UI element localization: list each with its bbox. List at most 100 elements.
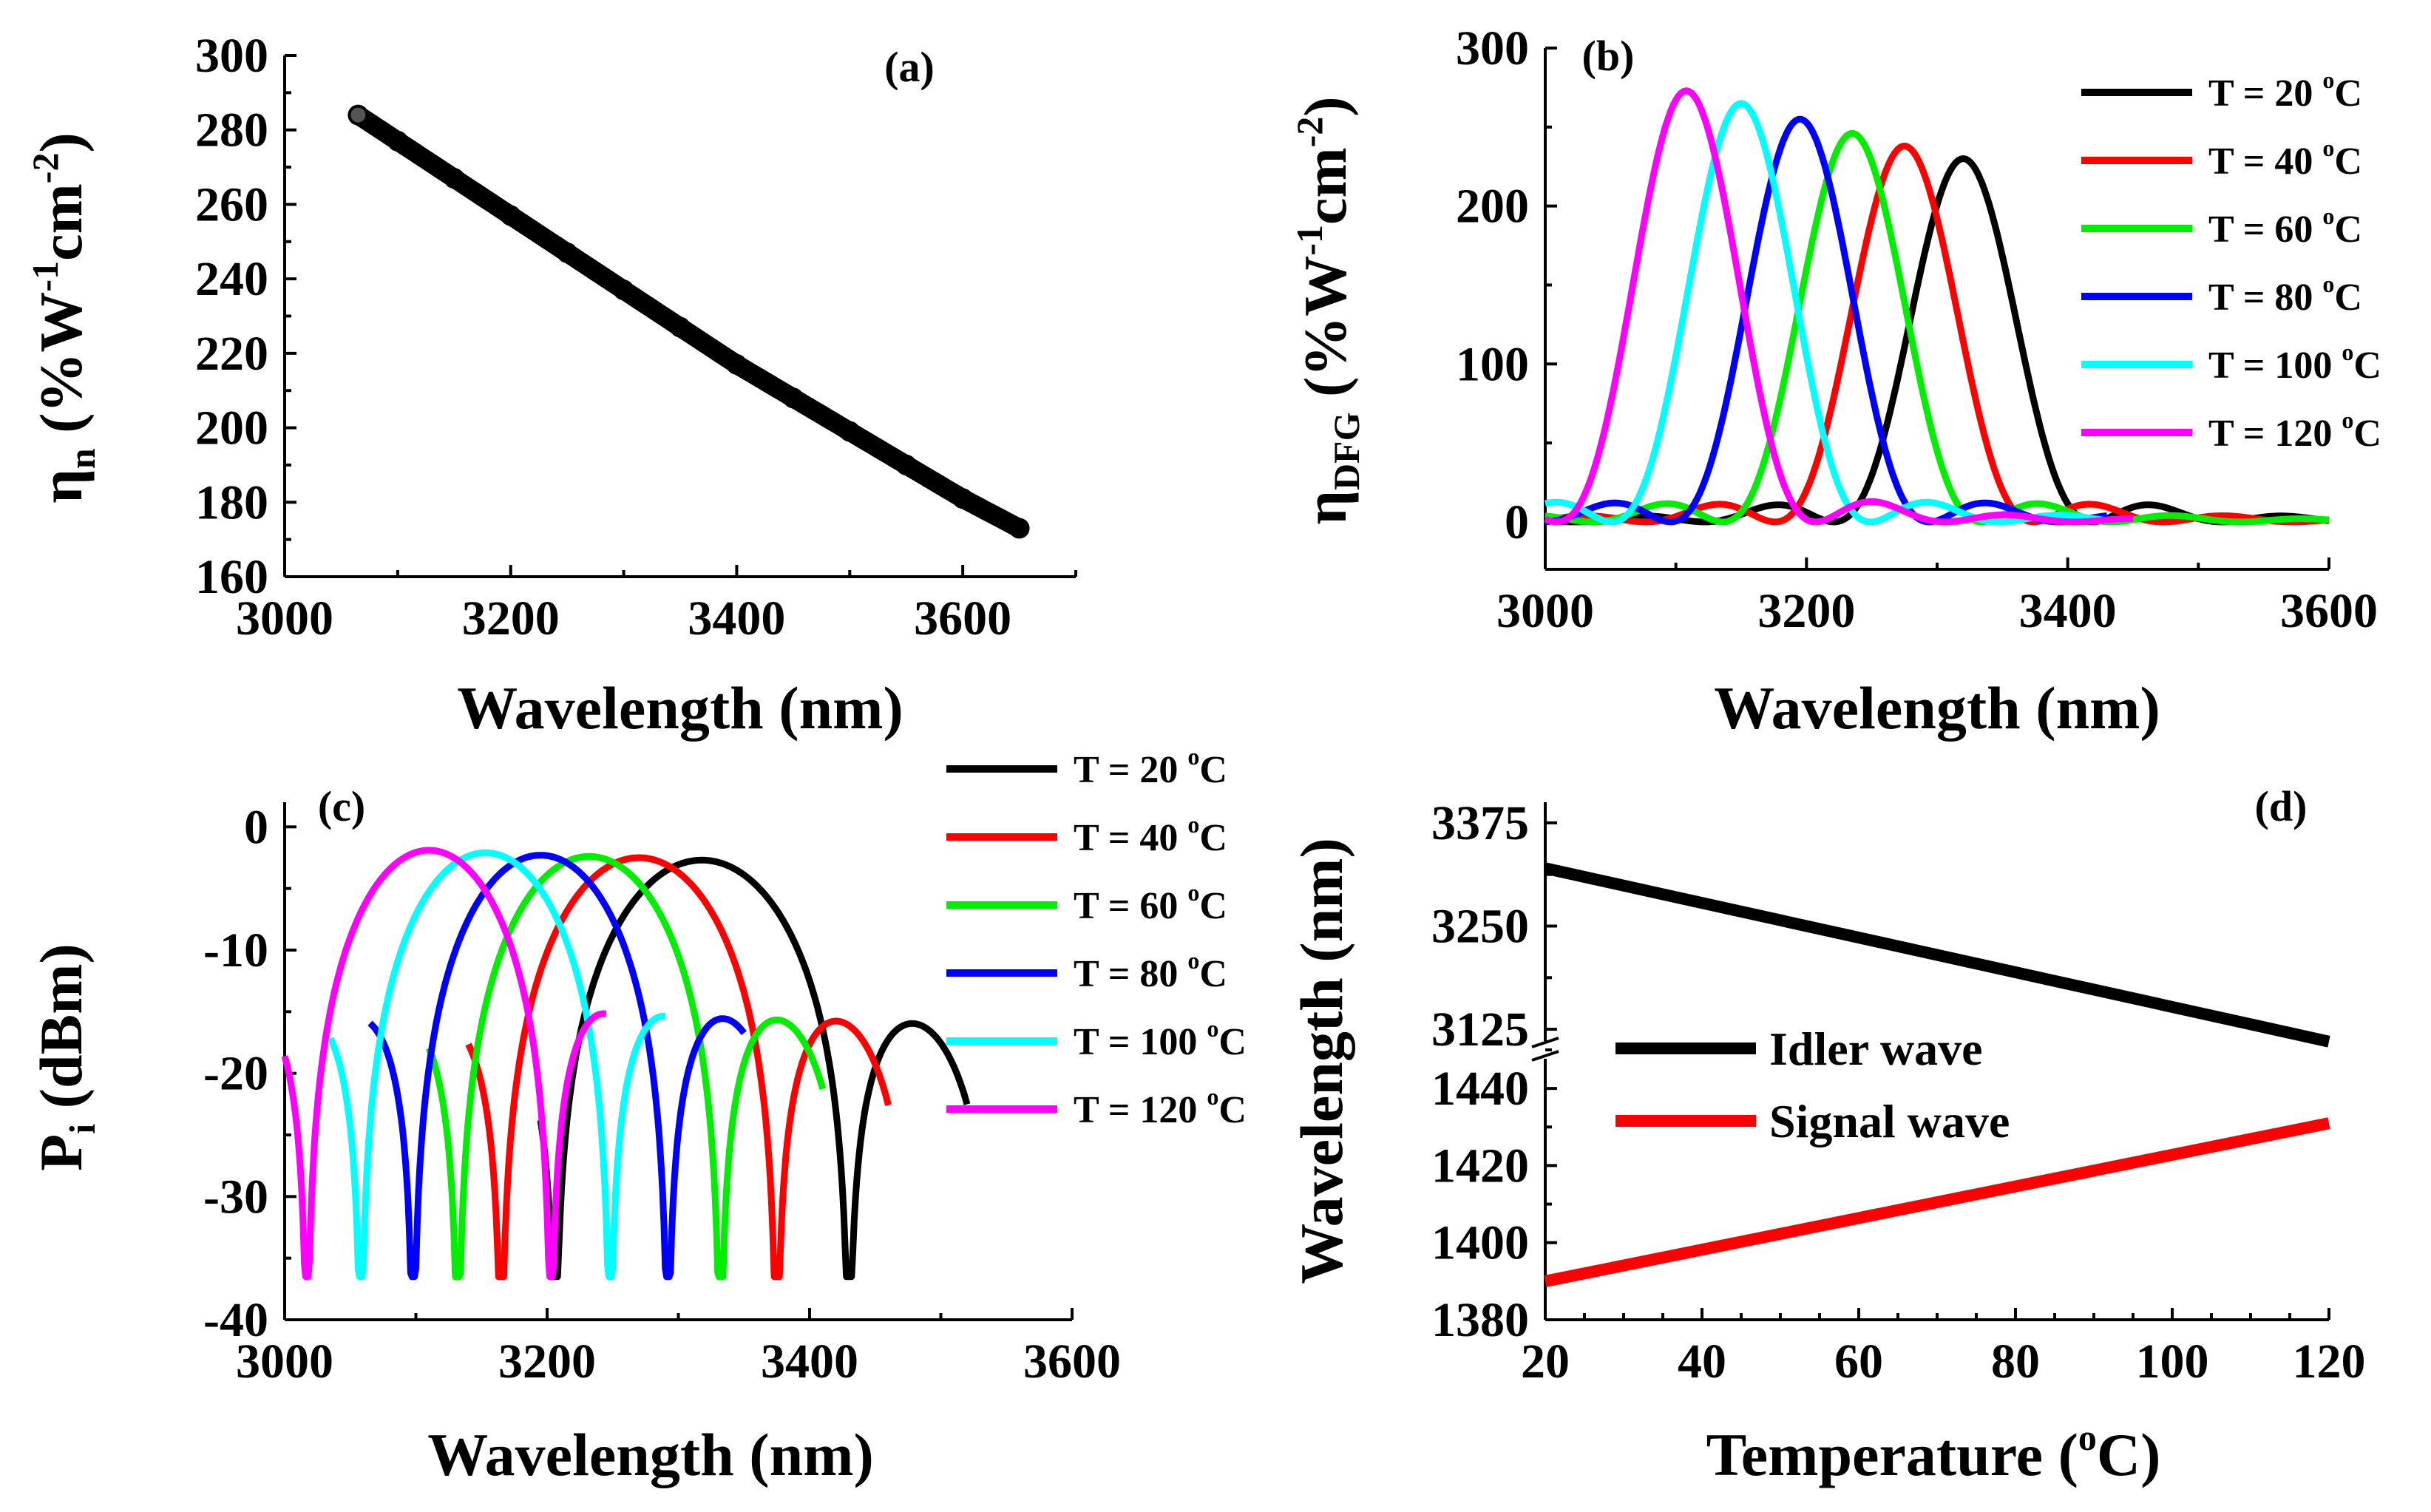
data-point [726,353,747,375]
x-axis-label: Wavelength (nm) [1714,674,2160,742]
y-axis-label: Wavelength (nm) [1288,838,1355,1284]
x-tick-label: 80 [1991,1335,2040,1389]
y-tick-label: 3125 [1431,1003,1529,1057]
x-tick-label: 3200 [462,591,560,645]
y-tick-label: 200 [1456,180,1529,234]
y-tick-label: 260 [195,177,268,231]
x-tick-label: 3400 [688,591,785,645]
legend-label: T = 40 oC [2208,135,2362,183]
series-line [426,852,827,1281]
y-tick-label: 0 [1505,495,1529,549]
x-tick-label: 100 [2136,1335,2209,1389]
x-tick-label: 3400 [761,1335,858,1389]
y-tick-label: 0 [244,800,268,854]
y-tick-label: 3375 [1431,796,1529,850]
y-tick-label: -10 [203,923,268,977]
x-axis-label: Wavelength (nm) [427,1421,874,1488]
data-point [782,387,804,409]
panel-label: (b) [1582,32,1635,80]
series-line [537,856,971,1281]
series-line [1544,1117,2330,1287]
y-tick-label: 280 [195,104,268,157]
series-line [1545,130,2330,526]
y-tick-label: 240 [195,252,268,306]
y-tick-label: 1380 [1431,1293,1529,1347]
panel-b: 3000 3200 3400 3600 0 100 200 300 T = 20 oC T = 4… [1289,21,2381,742]
x-tick-label: 20 [1521,1335,1570,1389]
x-tick-label: 3000 [1496,584,1594,638]
series-line [327,849,668,1281]
legend-label: T = 20 oC [2208,67,2362,115]
y-tick-label: 180 [195,475,268,529]
x-axis-label: Temperature (oC) [1706,1417,2161,1488]
y-tick-label: 160 [195,550,268,604]
series-line [1545,115,2108,526]
legend-label: T = 20 oC [1074,743,1227,791]
legend-label: T = 100 oC [1074,1015,1247,1063]
x-tick-label: 3400 [2019,584,2117,638]
legend-label: T = 80 oC [2208,271,2362,319]
x-tick-label: 3000 [236,591,333,645]
panel-label: (d) [2255,782,2308,830]
data-point-highlight [350,107,366,123]
y-tick-label: 100 [1456,337,1529,391]
legend-label: Idler wave [1769,1023,1983,1075]
panel-a: 3000 3200 3400 3600 160 180 200 220 240 260 280 300… [24,29,1077,742]
x-tick-label: 120 [2293,1335,2366,1389]
y-tick-label: -40 [203,1293,268,1347]
x-tick-label: 3600 [2280,584,2378,638]
x-tick-label: 40 [1678,1335,1726,1389]
series-line [1544,862,2330,1048]
y-axis-label: Pi (dBm) [27,943,103,1171]
data-point [1008,518,1030,539]
y-axis-label: ηn (%W-1cm-2) [24,132,103,504]
legend-label: T = 60 oC [1074,879,1227,927]
panel-c: 3000 3200 3400 3600 -40 -30 -20 -10 0 T = 20 oC T … [27,743,1247,1488]
y-tick-label: 1400 [1431,1216,1529,1270]
series-eta-n [347,104,1030,539]
series-line [281,847,608,1281]
data-point [895,454,917,475]
y-tick-label: 1420 [1431,1139,1529,1193]
y-tick-label: 300 [195,29,268,83]
y-tick-label: 200 [195,401,268,455]
y-axis-label: ηDFG (%W-1cm-2) [1289,96,1367,524]
data-point [557,242,578,263]
y-tick-label: 1440 [1431,1062,1529,1116]
series-line [465,854,892,1281]
y-tick-label: 300 [1456,21,1529,75]
legend-label: T = 120 oC [1074,1083,1247,1131]
legend-label: T = 60 oC [2208,203,2362,251]
y-tick-label: -30 [203,1170,268,1224]
series-line [1544,100,2108,526]
data-point [670,316,691,338]
legend-label: T = 40 oC [1074,811,1227,859]
data-point [500,205,521,226]
legend-label: T = 100 oC [2208,339,2381,387]
x-axis-label: Wavelength (nm) [457,674,903,742]
data-point [613,279,634,301]
y-tick-label: 220 [195,327,268,381]
data-point [387,130,408,152]
legend-label: T = 120 oC [2208,407,2381,455]
series-line [367,852,747,1281]
x-tick-label: 3000 [236,1335,333,1389]
legend-label: T = 80 oC [1074,947,1227,995]
x-tick-label: 3200 [1757,584,1855,638]
x-tick-label: 3600 [914,591,1011,645]
panel-label: (c) [318,782,365,830]
panel-label: (a) [884,43,935,91]
x-tick-label: 3200 [498,1335,596,1389]
data-point [952,488,974,509]
x-tick-label: 60 [1834,1335,1883,1389]
axis-break-mark [1531,1050,1559,1062]
axis-break-mark [1531,1037,1559,1048]
x-tick-label: 3600 [1023,1335,1121,1389]
legend-label: Signal wave [1769,1095,2010,1147]
y-tick-label: 3250 [1431,900,1529,954]
y-tick-label: -20 [203,1047,268,1101]
data-point [444,168,465,189]
panel-d: 20 40 60 80 100 120 3125 3250 3375 1380 1400 1420 14… [1288,782,2366,1488]
data-point [839,421,861,442]
